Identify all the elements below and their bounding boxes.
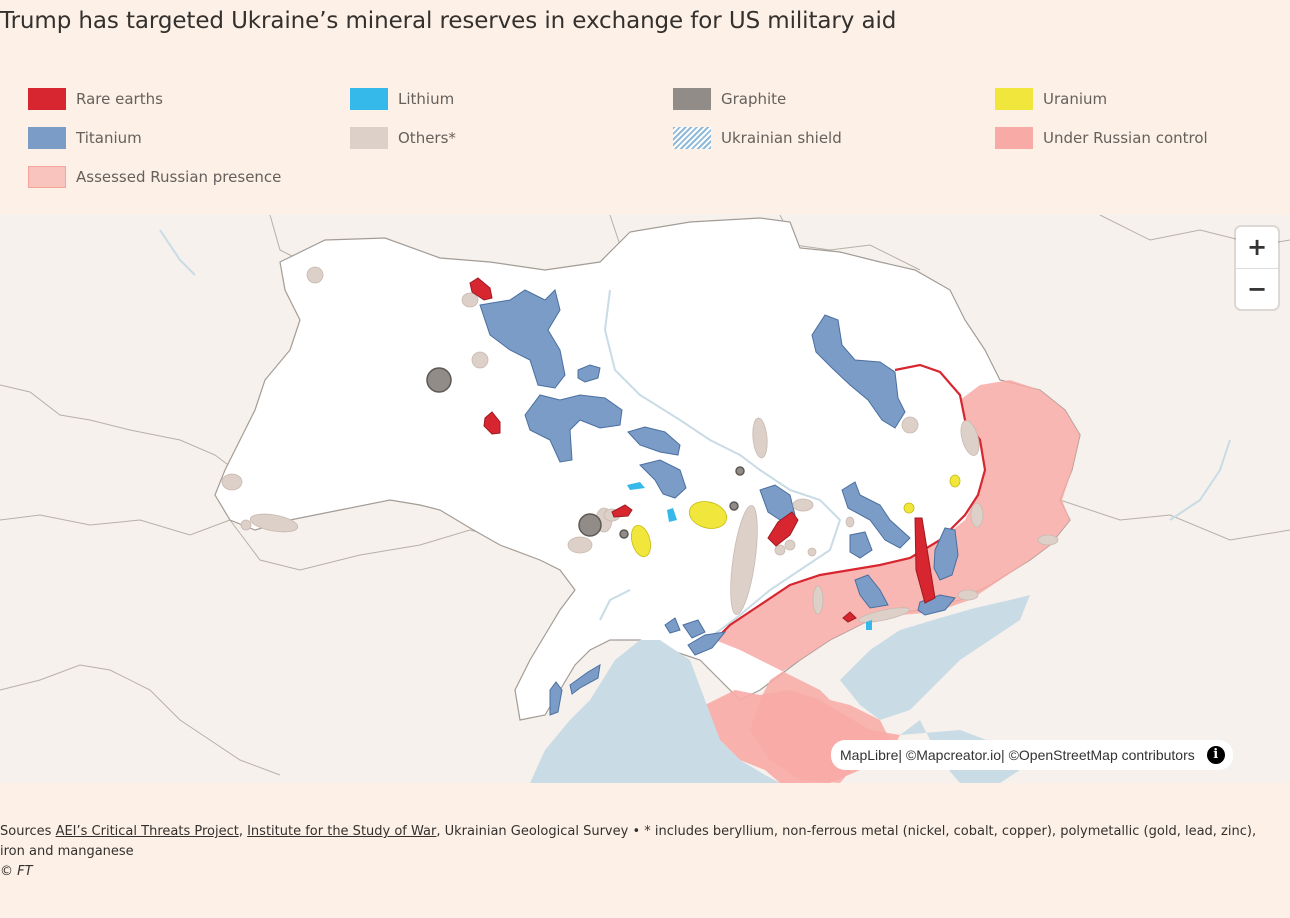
- russian-control-swatch: [995, 127, 1033, 149]
- rare-earths-swatch: [28, 88, 66, 110]
- legend-label: Lithium: [398, 90, 455, 108]
- legend-item-graphite: Graphite: [673, 87, 786, 111]
- osm-link[interactable]: OpenStreetMap contributors: [1018, 747, 1195, 763]
- uranium-swatch: [995, 88, 1033, 110]
- sources-prefix: Sources: [0, 824, 56, 839]
- footer: Sources AEI’s Critical Threats Project , …: [0, 822, 1290, 882]
- chart-title: Trump has targeted Ukraine’s mineral res…: [0, 8, 897, 34]
- legend-label: Under Russian control: [1043, 129, 1208, 147]
- graphite-deposits: [426, 367, 745, 539]
- legend-label: Others*: [398, 129, 456, 147]
- sea-of-azov: [840, 595, 1030, 720]
- legend-label: Assessed Russian presence: [76, 168, 282, 186]
- titanium-deposits: [479, 289, 959, 716]
- country-borders: [0, 215, 1290, 776]
- graphite-swatch: [673, 88, 711, 110]
- source-link-isw[interactable]: Institute for the Study of War: [247, 824, 437, 839]
- map-canvas[interactable]: [0, 215, 1290, 783]
- sources-rest: , Ukrainian Geological Survey • * includ…: [436, 824, 1257, 839]
- legend-item-ukrainian-shield: Ukrainian shield: [673, 126, 842, 150]
- legend-label: Graphite: [721, 90, 787, 108]
- uranium-deposits: [630, 474, 961, 558]
- sources-comma: ,: [238, 824, 248, 839]
- legend-item-rare-earths: Rare earths: [28, 87, 163, 111]
- mapcreator-link[interactable]: Mapcreator.io: [916, 747, 1002, 763]
- lithium-swatch: [350, 88, 388, 110]
- sources-line-2: iron and manganese: [0, 844, 134, 859]
- russian-controlled-area: [715, 380, 1080, 783]
- legend-item-assessed-russian-presence: Assessed Russian presence: [28, 165, 281, 189]
- attribution-separator: | ©: [1001, 747, 1019, 763]
- legend-label: Rare earths: [76, 90, 163, 108]
- zoom-in-button[interactable]: +: [1236, 227, 1278, 268]
- legend-item-lithium: Lithium: [350, 87, 454, 111]
- russian-presence-swatch: [28, 166, 66, 188]
- map-attribution: MapLibre | © Mapcreator.io | © OpenStree…: [831, 740, 1233, 770]
- zoom-controls: + −: [1236, 227, 1278, 309]
- legend-item-under-russian-control: Under Russian control: [995, 126, 1208, 150]
- map[interactable]: [0, 215, 1290, 783]
- black-sea: [530, 640, 780, 783]
- others-deposits: [221, 266, 1059, 623]
- legend-label: Uranium: [1043, 90, 1108, 108]
- rivers: [159, 229, 1231, 646]
- legend-item-titanium: Titanium: [28, 126, 142, 150]
- maplibre-link[interactable]: MapLibre: [840, 747, 899, 763]
- sources-line: Sources AEI’s Critical Threats Project , …: [0, 822, 1290, 842]
- legend-label: Ukrainian shield: [721, 129, 842, 147]
- copyright: © FT: [0, 864, 33, 879]
- front-line: [714, 363, 987, 641]
- titanium-swatch: [28, 127, 66, 149]
- info-icon[interactable]: i: [1206, 746, 1225, 764]
- attribution-separator: | ©: [898, 747, 917, 763]
- zoom-out-button[interactable]: −: [1236, 268, 1278, 309]
- rare-earths-deposits: [469, 277, 936, 623]
- legend: Rare earths Lithium Graphite Uranium Tit…: [0, 84, 1290, 196]
- lithium-deposits: [627, 482, 872, 630]
- ukrainian-shield-swatch: [673, 127, 711, 149]
- legend-item-others: Others*: [350, 126, 456, 150]
- others-swatch: [350, 127, 388, 149]
- legend-label: Titanium: [76, 129, 142, 147]
- source-link-aei[interactable]: AEI’s Critical Threats Project: [55, 824, 239, 839]
- legend-item-uranium: Uranium: [995, 87, 1107, 111]
